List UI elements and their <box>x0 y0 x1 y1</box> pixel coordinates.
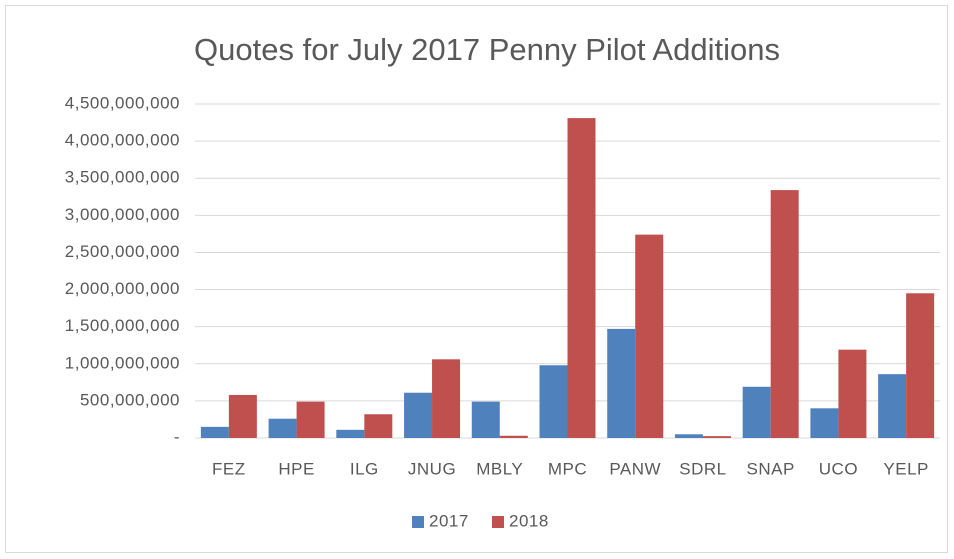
x-tick-label: SDRL <box>679 459 726 478</box>
y-tick-label: 4,000,000,000 <box>65 131 180 150</box>
legend-swatch <box>412 516 424 528</box>
x-tick-label: MBLY <box>476 459 523 478</box>
y-tick-label: 1,000,000,000 <box>65 353 180 372</box>
x-tick-label: FEZ <box>212 459 246 478</box>
bar <box>906 293 935 438</box>
bar <box>296 401 325 438</box>
bar <box>878 374 907 438</box>
y-tick-label: 2,500,000,000 <box>65 242 180 261</box>
bar <box>742 386 771 438</box>
y-tick-label: 4,500,000,000 <box>65 93 180 112</box>
x-tick-label: SNAP <box>747 459 795 478</box>
legend-swatch <box>492 516 504 528</box>
x-tick-label: MPC <box>548 459 587 478</box>
x-tick-label: PANW <box>609 459 661 478</box>
bar <box>268 418 297 438</box>
bar <box>702 436 731 438</box>
bar <box>228 394 257 438</box>
bar <box>674 434 703 438</box>
bar <box>838 349 867 438</box>
y-tick-label: - <box>174 427 180 446</box>
bar <box>336 429 365 438</box>
x-tick-label: HPE <box>278 459 314 478</box>
chart-title: Quotes for July 2017 Penny Pilot Additio… <box>194 32 780 67</box>
bar <box>810 408 839 438</box>
x-tick-label: JNUG <box>408 459 456 478</box>
bar <box>607 328 636 438</box>
bar <box>539 365 568 438</box>
legend-label: 2018 <box>509 511 549 530</box>
y-tick-label: 2,000,000,000 <box>65 279 180 298</box>
y-tick-label: 500,000,000 <box>80 390 180 409</box>
y-tick-label: 1,500,000,000 <box>65 316 180 335</box>
y-tick-label: 3,500,000,000 <box>65 168 180 187</box>
x-tick-label: ILG <box>350 459 379 478</box>
bar <box>567 118 596 438</box>
bar <box>364 414 393 438</box>
bar <box>770 190 799 438</box>
bar <box>499 435 528 438</box>
bar <box>404 392 433 438</box>
bar <box>200 426 229 438</box>
x-tick-label: UCO <box>819 459 858 478</box>
x-tick-label: YELP <box>883 459 928 478</box>
bar <box>471 401 500 438</box>
y-tick-label: 3,000,000,000 <box>65 205 180 224</box>
bar <box>635 234 664 438</box>
legend-label: 2017 <box>429 511 469 530</box>
bar <box>432 359 461 438</box>
